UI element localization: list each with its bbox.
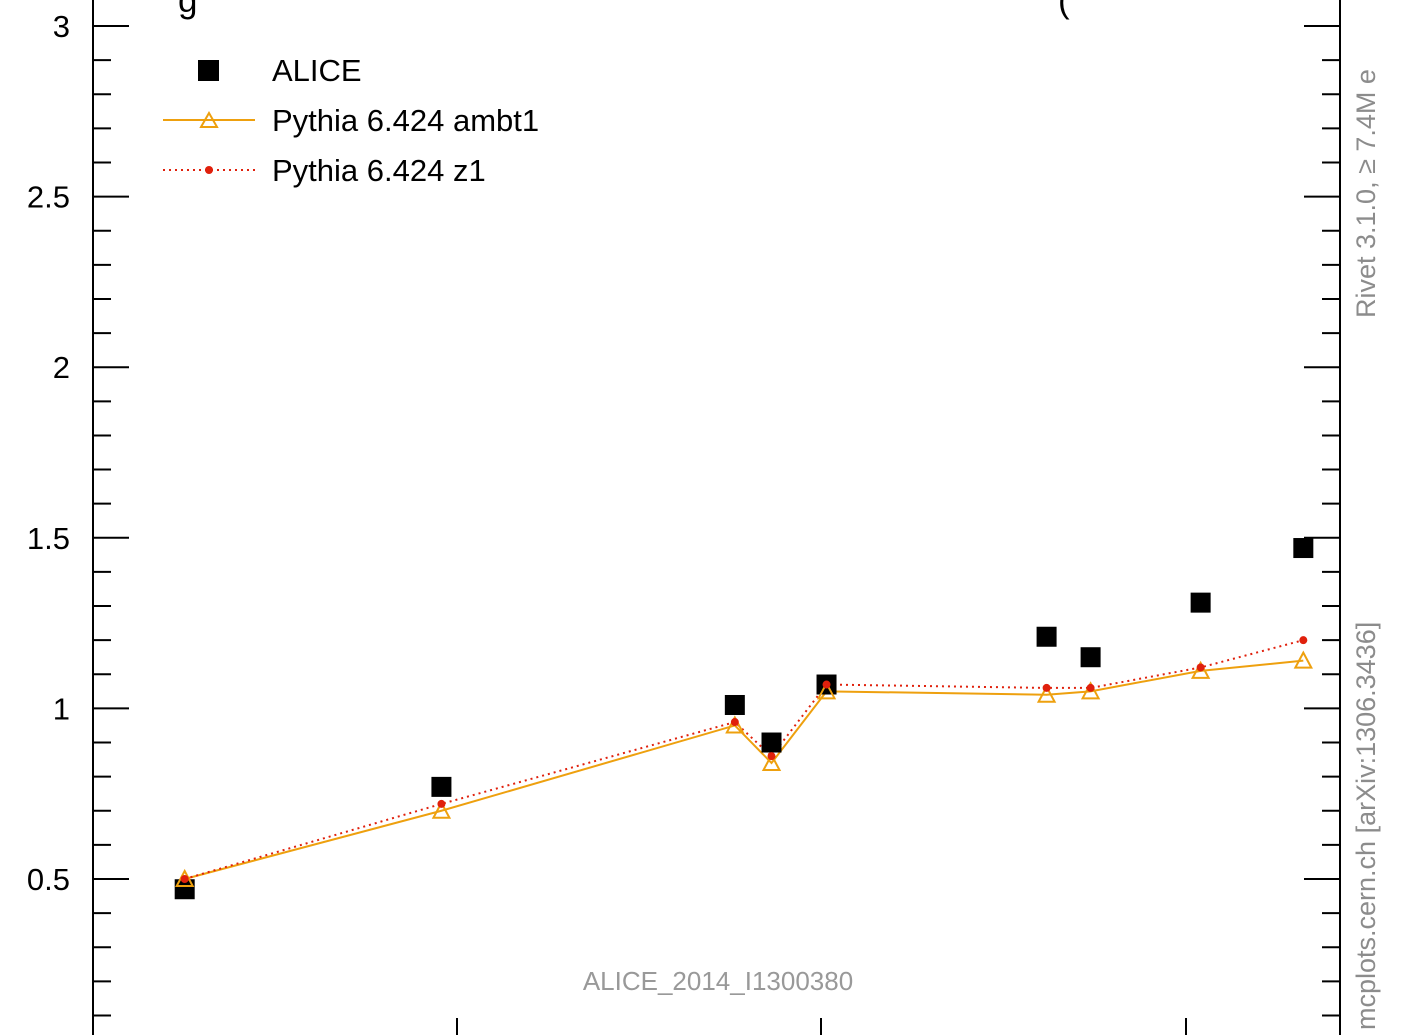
data-point-ambt1 xyxy=(1190,660,1211,679)
data-point-alice xyxy=(1190,592,1211,613)
data-point-alice xyxy=(174,879,195,900)
side-text-mcplots: mcplots.cern.ch [arXiv:1306.3436] xyxy=(1351,622,1381,1030)
data-point-alice xyxy=(1080,647,1101,668)
data-point-alice xyxy=(724,694,745,715)
y-axis-tick-labels: 0.5 1 1.5 2 2.5 3 xyxy=(27,9,70,897)
data-point-z1 xyxy=(180,875,189,883)
y-tick-label: 2.5 xyxy=(27,180,70,215)
legend-marker-alice xyxy=(198,60,219,81)
data-point-z1 xyxy=(437,799,446,808)
series-line-ambt1 xyxy=(184,659,1304,880)
y-tick-label: 1 xyxy=(53,691,70,726)
legend-label-z1: Pythia 6.424 z1 xyxy=(272,153,486,188)
data-point-ambt1 xyxy=(1293,650,1313,669)
data-point-alice xyxy=(1293,538,1314,559)
y-axis-ticks xyxy=(93,25,1340,1017)
series-line-z1 xyxy=(184,639,1304,880)
title-fragment-right: ( xyxy=(1058,0,1070,20)
legend-label-alice: ALICE xyxy=(272,53,362,88)
data-point-ambt1 xyxy=(1036,684,1057,703)
side-text-rivet: Rivet 3.1.0, ≥ 7.4M e xyxy=(1351,69,1381,318)
data-point-z1 xyxy=(1086,683,1095,692)
data-point-ambt1 xyxy=(1080,681,1101,700)
y-tick-label: 2 xyxy=(53,350,70,385)
legend-marker-ambt1 xyxy=(199,110,219,128)
data-point-z1 xyxy=(1196,663,1205,672)
data-point-ambt1 xyxy=(761,752,782,771)
legend: ALICE Pythia 6.424 ambt1 Pythia 6.424 z1 xyxy=(163,53,539,188)
data-point-ambt1 xyxy=(175,868,195,887)
x-axis-ticks xyxy=(456,1018,1187,1035)
data-point-z1 xyxy=(767,752,776,761)
legend-label-ambt1: Pythia 6.424 ambt1 xyxy=(272,103,539,138)
data-point-z1 xyxy=(1042,683,1051,692)
series-layer xyxy=(174,538,1314,900)
data-point-ambt1 xyxy=(431,800,452,819)
title-fragment-left: g xyxy=(178,0,197,20)
legend-marker-z1 xyxy=(205,166,213,174)
y-tick-label: 3 xyxy=(53,9,70,44)
data-point-z1 xyxy=(822,680,831,689)
y-tick-label: 1.5 xyxy=(27,521,70,556)
plot-frame xyxy=(92,0,1341,1035)
data-point-ambt1 xyxy=(816,681,837,700)
analysis-watermark: ALICE_2014_I1300380 xyxy=(583,966,853,996)
data-point-alice xyxy=(761,732,782,753)
data-point-alice xyxy=(1036,626,1057,647)
data-point-ambt1 xyxy=(725,715,745,734)
data-point-z1 xyxy=(730,718,739,727)
data-point-z1 xyxy=(1299,636,1308,645)
data-point-alice xyxy=(431,776,452,797)
y-tick-label: 0.5 xyxy=(27,862,70,897)
